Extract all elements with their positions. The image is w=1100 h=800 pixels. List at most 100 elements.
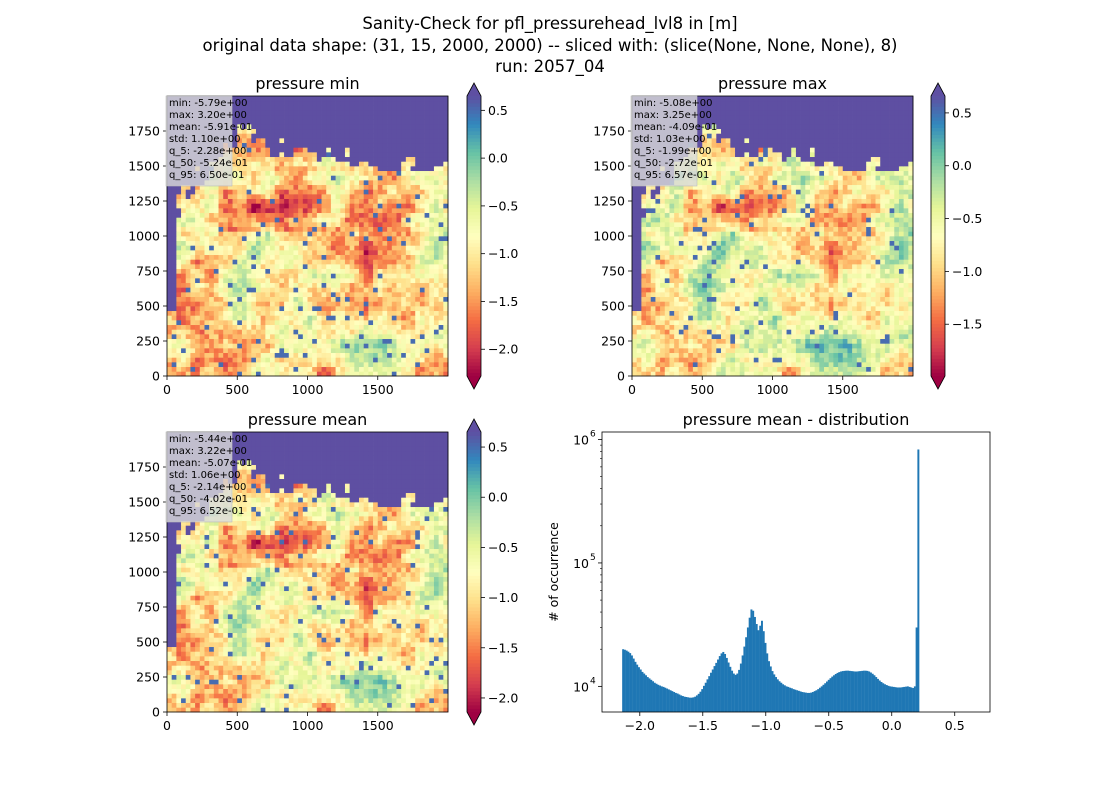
histogram-bar xyxy=(836,672,839,712)
histogram-bar xyxy=(850,671,853,712)
histogram-bar xyxy=(899,687,902,712)
colorbar-extend-top xyxy=(467,83,481,96)
y-axis-label: # of occurrence xyxy=(546,522,561,622)
histogram-bars xyxy=(622,449,920,712)
x-tick-label: 1500 xyxy=(827,382,859,397)
histogram-bar xyxy=(773,674,776,712)
y-tick-label: 500 xyxy=(601,299,625,314)
histogram-bar xyxy=(915,627,918,712)
histogram-bar xyxy=(634,661,637,712)
histogram-bar xyxy=(687,697,690,712)
histogram-bar xyxy=(750,609,753,712)
histogram-bar xyxy=(690,697,693,712)
histogram-bar xyxy=(789,687,792,712)
figure-title-line-3: run: 2057_04 xyxy=(495,57,605,76)
histogram-bar xyxy=(833,675,835,712)
histogram-bar xyxy=(680,695,683,712)
histogram-bar xyxy=(776,679,779,712)
histogram-bar xyxy=(861,670,864,712)
histogram-bar xyxy=(629,653,632,712)
colorbar-tick-label: 0.0 xyxy=(952,158,972,173)
heatmap-panel-1: pressure max 0 500 1000 1500 0 250 500 750 1000 12… xyxy=(593,74,982,397)
histogram-bar xyxy=(662,686,665,712)
histogram-bar xyxy=(806,692,809,712)
colorbar-tick-label: −0.5 xyxy=(488,540,518,555)
y-tick-label: 1750 xyxy=(593,124,625,139)
histogram-bar xyxy=(632,658,635,712)
histogram-bar xyxy=(878,680,881,712)
y-tick-exponent: 4 xyxy=(590,676,596,686)
x-tick-label: 500 xyxy=(690,382,714,397)
histogram-bar xyxy=(898,687,901,712)
colorbar-tick-label: 0.0 xyxy=(488,490,508,505)
histogram-bar xyxy=(859,671,862,712)
colorbar-tick-label: 0.0 xyxy=(488,151,508,166)
histogram-bar xyxy=(913,686,916,712)
stats-box-background xyxy=(630,95,698,187)
y-tick-label: 1000 xyxy=(128,565,160,580)
histogram-bar xyxy=(887,685,890,712)
histogram-bar xyxy=(764,642,767,712)
histogram-bar xyxy=(702,685,705,712)
histogram-bar xyxy=(815,690,818,712)
histogram-bar xyxy=(803,692,806,712)
histogram-bar xyxy=(854,671,857,712)
stats-line: max: 3.22e+00 xyxy=(169,446,247,457)
y-tick-label: 1500 xyxy=(128,495,160,510)
histogram-bar xyxy=(727,662,730,712)
histogram-bar xyxy=(708,676,711,712)
histogram-bar xyxy=(891,686,893,712)
colorbar-extend-top xyxy=(931,83,945,96)
y-tick-exponent: 6 xyxy=(590,429,596,439)
histogram-bar xyxy=(706,679,709,712)
colorbar-tick-label: 0.5 xyxy=(488,440,508,455)
histogram-bar xyxy=(738,669,741,712)
histogram-bar xyxy=(652,681,654,712)
y-tick-label: 1250 xyxy=(593,194,625,209)
x-tick-label: 1000 xyxy=(292,718,324,733)
colorbar-tick-label: −2.0 xyxy=(488,342,518,357)
histogram-bar xyxy=(664,687,667,712)
histogram-bar xyxy=(908,686,911,712)
histogram-bar xyxy=(627,651,630,712)
histogram-bar xyxy=(636,664,639,712)
histogram-bar xyxy=(717,659,720,712)
histogram-bar xyxy=(759,625,762,712)
histogram-bar xyxy=(866,670,869,712)
histogram-bar xyxy=(711,669,714,712)
histogram-bar xyxy=(683,696,686,712)
y-tick-label: 750 xyxy=(136,264,160,279)
colorbar-tick-label: −1.5 xyxy=(952,317,982,332)
heatmap-cells xyxy=(167,96,449,377)
x-tick-label: 1000 xyxy=(292,382,324,397)
x-tick-label: 0 xyxy=(628,382,636,397)
y-tick-label: 1250 xyxy=(128,530,160,545)
histogram-bar xyxy=(857,671,860,712)
y-tick-label: 500 xyxy=(136,635,160,650)
histogram-bar xyxy=(623,649,626,712)
figure-title-line-2: original data shape: (31, 15, 2000, 2000… xyxy=(202,36,898,55)
y-tick-label: 10 xyxy=(573,432,589,447)
histogram-bar xyxy=(720,653,723,712)
histogram-bar xyxy=(741,655,744,712)
histogram-bar xyxy=(745,637,748,712)
histogram-bar xyxy=(831,676,834,712)
histogram-bar xyxy=(790,688,793,712)
histogram-bar xyxy=(868,671,871,712)
histogram-bar xyxy=(910,687,913,712)
x-tick-label: 0 xyxy=(163,718,171,733)
colorbar-tick-label: 0.5 xyxy=(952,105,972,120)
histogram-bar xyxy=(713,666,716,712)
histogram-bar xyxy=(695,695,698,712)
histogram-bar xyxy=(892,686,895,712)
histogram-bar xyxy=(724,653,727,712)
heatmap-panel-0: pressure min 0 500 1000 1500 0 250 500 750 1000 12… xyxy=(128,74,518,397)
histogram-panel: pressure mean - distribution −2.0 −1.5 −1.0… xyxy=(546,410,991,733)
plot-frame xyxy=(601,431,991,713)
histogram-bar xyxy=(678,694,681,712)
stats-line: std: 1.06e+00 xyxy=(169,470,241,481)
histogram-bar xyxy=(840,671,843,712)
histogram-bar xyxy=(876,678,879,712)
